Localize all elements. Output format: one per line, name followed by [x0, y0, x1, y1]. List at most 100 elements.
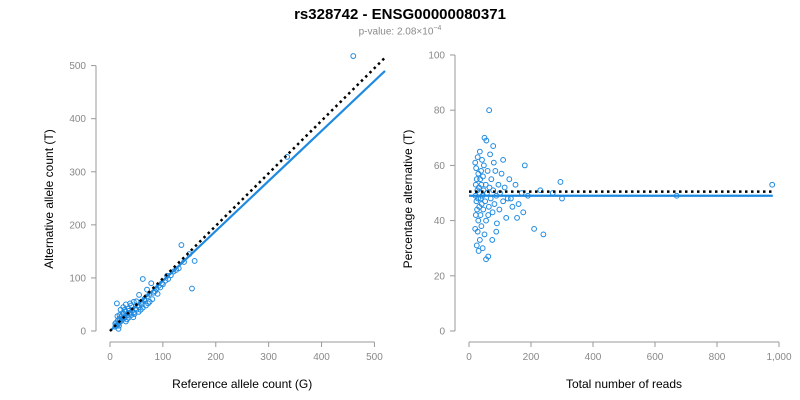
data-point: [136, 292, 142, 298]
data-point: [487, 151, 493, 158]
data-point: [489, 209, 496, 216]
y-tick-label: 40: [434, 216, 446, 227]
data-point: [506, 176, 513, 183]
data-point: [485, 203, 492, 210]
data-point: [537, 187, 544, 194]
data-point: [139, 276, 146, 282]
x-tick-label: 300: [260, 352, 277, 363]
data-point: [130, 314, 137, 321]
data-point: [494, 220, 500, 227]
data-point: [478, 223, 485, 230]
x-tick-label: 600: [647, 352, 664, 363]
data-point: [486, 107, 493, 114]
data-point: [480, 162, 487, 169]
data-point: [350, 53, 357, 59]
data-point: [472, 159, 479, 166]
data-point: [480, 206, 487, 213]
data-point: [484, 168, 491, 174]
data-point: [475, 217, 482, 224]
reference-line: [109, 56, 386, 332]
data-point: [189, 285, 195, 292]
data-point: [144, 286, 150, 293]
data-point: [486, 184, 493, 191]
data-point: [495, 181, 502, 188]
data-point: [540, 231, 547, 238]
data-point: [485, 212, 492, 218]
data-point: [148, 280, 155, 287]
y-tick-label: 300: [69, 167, 86, 178]
data-point: [122, 318, 129, 325]
data-point: [491, 201, 498, 207]
x-tick-label: 800: [709, 352, 726, 363]
data-point: [479, 245, 486, 252]
data-point: [115, 325, 122, 332]
y-tick-label: 0: [439, 327, 445, 338]
p-value-text: p-value: 2.08×10: [358, 26, 434, 38]
data-point: [496, 206, 503, 213]
data-point: [476, 237, 483, 243]
data-point: [557, 179, 564, 185]
data-point: [490, 159, 497, 166]
data-point: [478, 168, 484, 174]
x-axis-title: Reference allele count (G): [172, 377, 312, 391]
x-axis-title: Total number of reads: [566, 377, 682, 391]
x-tick-label: 100: [155, 352, 172, 363]
data-point: [490, 143, 497, 149]
y-tick-label: 0: [80, 327, 86, 338]
data-point: [477, 212, 484, 218]
y-tick-label: 500: [69, 61, 86, 72]
data-point: [481, 134, 488, 141]
y-axis-title: Percentage alternative (T): [401, 130, 415, 269]
data-point: [477, 176, 484, 183]
data-point: [498, 170, 505, 177]
data-point: [472, 181, 479, 188]
data-point: [515, 201, 522, 207]
data-point: [493, 228, 500, 235]
data-point: [514, 214, 520, 221]
x-tick-label: 0: [107, 352, 113, 363]
data-point: [473, 198, 480, 205]
y-tick-label: 60: [434, 161, 446, 172]
data-point: [472, 212, 479, 218]
x-tick-label: 0: [466, 352, 472, 363]
p-value-exponent: −4: [433, 25, 442, 32]
y-tick-label: 100: [428, 51, 445, 62]
data-point: [489, 237, 496, 243]
data-point: [113, 300, 120, 307]
data-point: [769, 181, 776, 188]
data-point: [492, 168, 499, 174]
data-point: [474, 206, 480, 213]
data-point: [481, 231, 488, 238]
data-point: [488, 176, 495, 183]
x-tick-label: 400: [585, 352, 602, 363]
data-point: [483, 256, 489, 263]
data-point: [149, 296, 156, 303]
panel-1: 0 100 200 300 400 500 0 100 200 300 400 500 Referenc…: [42, 53, 386, 391]
data-point: [482, 198, 489, 205]
panel-2: 0 200 400 600 800 1,000 0 20 40 60 80 100 Total numb…: [401, 51, 792, 392]
data-point: [480, 173, 486, 180]
data-point: [520, 209, 527, 216]
data-point: [473, 176, 480, 183]
data-point: [475, 170, 482, 177]
data-point: [531, 225, 537, 232]
x-tick-label: 200: [523, 352, 540, 363]
y-tick-label: 100: [69, 273, 86, 284]
data-point: [475, 248, 482, 254]
data-point: [135, 308, 142, 315]
p-value-subtitle: p-value: 2.08×10−4: [0, 25, 800, 37]
data-point: [139, 304, 146, 311]
data-point: [500, 156, 507, 163]
data-point: [521, 162, 528, 169]
data-point: [473, 165, 480, 172]
data-point: [503, 214, 510, 221]
data-point: [476, 148, 483, 155]
x-tick-label: 200: [207, 352, 224, 363]
x-tick-label: 400: [313, 352, 330, 363]
data-point: [127, 300, 133, 307]
data-point: [178, 242, 185, 248]
data-point: [479, 156, 485, 163]
regression-line: [109, 70, 386, 332]
data-point: [145, 300, 151, 307]
